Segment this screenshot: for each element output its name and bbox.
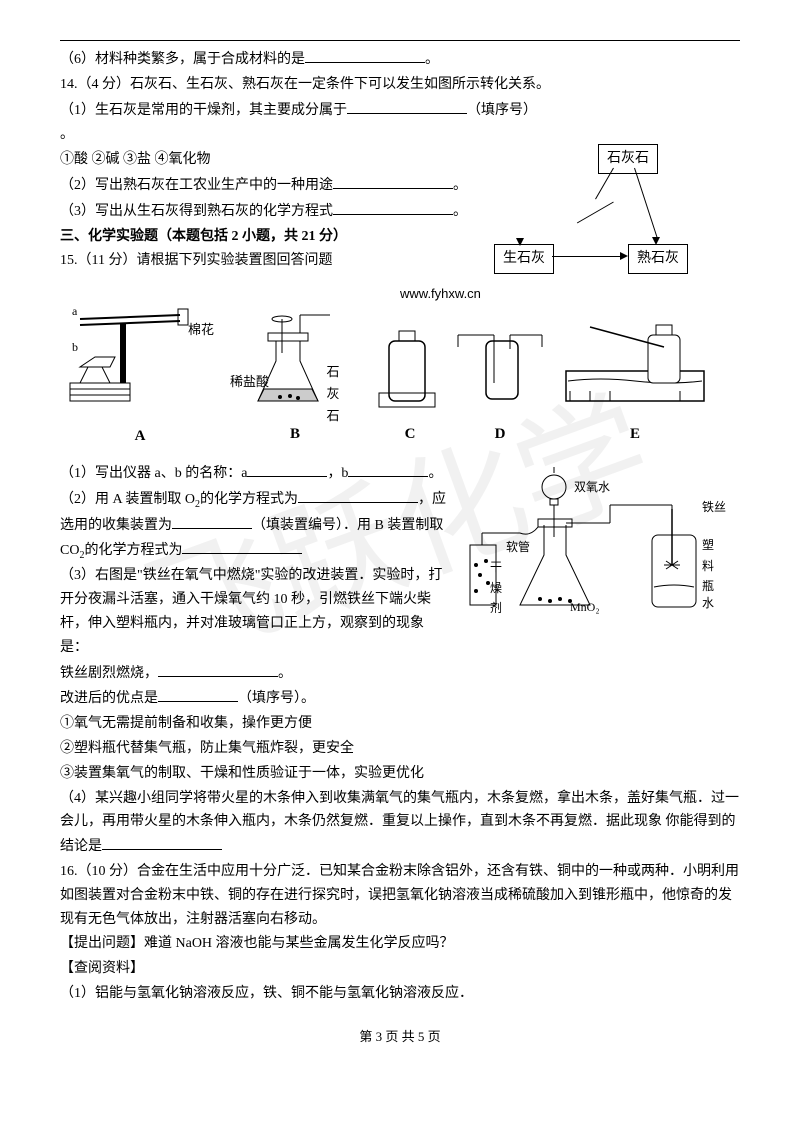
top-rule xyxy=(60,40,740,41)
h2o2-label: 双氧水 xyxy=(574,477,610,497)
blank-2b xyxy=(172,513,252,529)
q15-1-end: 。 xyxy=(428,466,442,481)
opt3: ③装置集氧气的制取、干燥和性质验证于一体，实验更优化 xyxy=(60,762,740,786)
blank-3c xyxy=(158,686,238,702)
arrow-1b xyxy=(577,202,614,224)
blank-b xyxy=(348,461,428,477)
tube-label: 软管 xyxy=(506,537,530,557)
q15-1-a: （1）写出仪器 a、b 的名称：a xyxy=(60,466,247,481)
ref-1: （1）铝能与氢氧化钠溶液反应，铁、铜不能与氢氧化钠溶液反应． xyxy=(60,982,740,1006)
opt2: ②塑料瓶代替集气瓶，防止集气瓶炸裂，更安全 xyxy=(60,737,740,761)
blank-4 xyxy=(102,834,222,850)
q14-3-text: （3）写出从生石灰得到熟石灰的化学方程式 xyxy=(60,204,333,219)
mno2-label: MnO₂ xyxy=(570,597,600,617)
apparatus-c: C xyxy=(370,323,450,448)
apparatus-b: 稀盐酸 石灰石 B xyxy=(230,313,360,448)
q15-2a: （2）用 A 装置制取 O xyxy=(60,492,195,507)
node-limestone: 石灰石 xyxy=(598,144,658,174)
apparatus-a-svg: a b xyxy=(60,295,220,415)
label-D: D xyxy=(450,422,550,448)
arrowhead-2 xyxy=(652,237,660,245)
blank-2c xyxy=(182,538,302,554)
lime-cycle-diagram: 石灰石 生石灰 熟石灰 xyxy=(488,144,698,284)
q14-1: （1）生石灰是常用的干燥剂，其主要成分属于 （填序号） xyxy=(60,98,740,123)
source-url: www.fyhxw.cn xyxy=(400,283,481,305)
apparatus-e: E xyxy=(560,323,710,448)
q14-3-blank xyxy=(333,199,453,215)
q14-3-end: 。 xyxy=(453,204,467,219)
acid-label: 稀盐酸 xyxy=(230,371,269,393)
bottle-label: 塑料瓶 xyxy=(702,535,716,596)
q15-3c: 改进后的优点是 （填序号）。 xyxy=(60,686,740,711)
q14-1-text: （1）生石灰是常用的干燥剂，其主要成分属于 xyxy=(60,103,347,118)
page-footer: 第 3 页 共 5 页 xyxy=(60,1026,740,1048)
water-label: 水 xyxy=(702,593,714,613)
q15-3b-text: 铁丝剧烈燃烧， xyxy=(60,666,158,681)
q15-1-mid: ，b xyxy=(327,466,348,481)
apparatus-d: D xyxy=(450,323,550,448)
q6-blank xyxy=(305,47,425,63)
label-B: B xyxy=(230,422,360,448)
q15-3c-text: 改进后的优点是 xyxy=(60,691,158,706)
arrowhead-3 xyxy=(620,252,628,260)
apparatus-c-svg xyxy=(375,323,445,413)
q6-line: （6）材料种类繁多，属于合成材料的是 。 xyxy=(60,47,740,72)
blank-a xyxy=(247,461,327,477)
q15-3b: 铁丝剧烈燃烧， 。 xyxy=(60,661,740,686)
q15-2b: 的化学方程式为 xyxy=(200,492,298,507)
q15-3b-end: 。 xyxy=(278,666,292,681)
q14-2-text: （2）写出熟石灰在工农业生产中的一种用途 xyxy=(60,178,333,193)
q14-stem: 14.（4 分）石灰石、生石灰、熟石灰在一定条件下可以发生如图所示转化关系。 xyxy=(60,73,740,97)
label-A: A xyxy=(60,424,220,450)
opt1: ①氧气无需提前制备和收集，操作更方便 xyxy=(60,712,740,736)
node-slaked-lime: 熟石灰 xyxy=(628,244,688,274)
stone-label: 石灰石 xyxy=(326,361,340,427)
improved-exp-diagram: 双氧水 软管 干燥剂 MnO₂ 铁丝 塑料瓶 水 xyxy=(460,465,740,635)
q15-4: （4）某兴趣小组同学将带火星的木条伸入到收集满氧气的集气瓶内，木条复燃，拿出木条… xyxy=(60,787,740,859)
cotton-label: 棉花 xyxy=(188,319,214,341)
q14-1-blank xyxy=(347,98,467,114)
blank-3b xyxy=(158,661,278,677)
iron-label: 铁丝 xyxy=(702,497,726,517)
q14-1-hint: （填序号） xyxy=(467,103,537,118)
q14-2-end: 。 xyxy=(453,178,467,193)
apparatus-d-svg xyxy=(450,323,550,413)
apparatus-row: www.fyhxw.cn a b 棉花 A xyxy=(60,283,740,453)
arrow-2 xyxy=(634,168,658,241)
q16: 16.（10 分）合金在生活中应用十分广泛．已知某合金粉末除含铝外，还含有铁、铜… xyxy=(60,860,740,931)
blank-2a xyxy=(298,487,418,503)
q6-text: （6）材料种类繁多，属于合成材料的是 xyxy=(60,52,305,67)
q14-2-blank xyxy=(333,173,453,189)
label-E: E xyxy=(560,422,710,448)
apparatus-e-svg xyxy=(560,323,710,413)
ref-title: 【查阅资料】 xyxy=(60,957,740,981)
arrow-3 xyxy=(552,256,624,257)
ask-q: 【提出问题】难道 NaOH 溶液也能与某些金属发生化学反应吗？ xyxy=(60,932,740,956)
label-a: a xyxy=(72,304,78,318)
node-quicklime: 生石灰 xyxy=(494,244,554,274)
q15-3c-hint: （填序号）。 xyxy=(238,691,315,706)
label-C: C xyxy=(370,422,450,448)
apparatus-a: a b 棉花 A xyxy=(60,295,220,450)
label-b: b xyxy=(72,340,78,354)
arrowhead-1 xyxy=(516,238,524,246)
q6-end: 。 xyxy=(425,52,439,67)
q15-2e: 的化学方程式为 xyxy=(84,543,182,558)
dryer-label: 干燥剂 xyxy=(490,557,504,618)
